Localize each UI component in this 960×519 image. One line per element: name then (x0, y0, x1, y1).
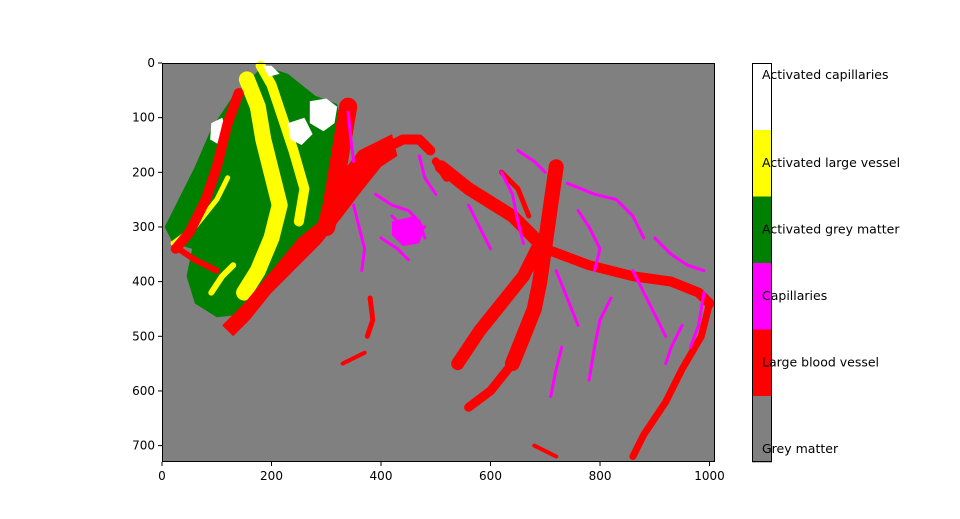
capillary (688, 291, 706, 349)
large-vessel (504, 159, 564, 372)
capillary (631, 269, 668, 338)
colorbar-swatch (752, 196, 772, 263)
y-tick-label: 600 (132, 384, 155, 398)
large-vessel (222, 134, 398, 337)
y-tick-label: 400 (132, 275, 155, 289)
large-vessel (629, 300, 713, 460)
large-vessel (364, 295, 376, 339)
plot-frame (162, 63, 715, 462)
capillary (576, 209, 602, 273)
x-tick-label: 200 (260, 469, 283, 483)
capillary (467, 203, 492, 251)
y-axis: 0 100 200 300 400 500 600 700 (132, 56, 162, 453)
large-vessel (464, 359, 517, 412)
x-tick-label: 600 (479, 469, 502, 483)
capillary (352, 203, 367, 273)
tissue-regions (164, 60, 715, 460)
colorbar-swatch (752, 329, 772, 396)
capillary (664, 323, 684, 366)
large-vessel (434, 160, 547, 371)
y-tick-label: 500 (132, 329, 155, 343)
activated-vessel-band (236, 71, 288, 301)
large-vessel (540, 243, 715, 309)
capillary-cluster (392, 216, 425, 247)
colorbar-label: Grey matter (762, 441, 839, 456)
colorbar-swatch (752, 395, 772, 463)
activated-vessel-band (208, 262, 237, 296)
colorbar-legend: Grey matter Large blood vessel Capillaries… (752, 63, 900, 463)
colorbar-swatch (752, 262, 772, 330)
large-vessel (499, 169, 532, 219)
capillary (346, 110, 356, 163)
x-tick-label: 800 (589, 469, 612, 483)
x-axis: 0 200 400 600 800 1000 (158, 462, 725, 483)
colorbar-label: Large blood vessel (762, 354, 879, 369)
capillary (554, 269, 580, 327)
capillary (417, 154, 438, 196)
colorbar-swatch (752, 63, 772, 130)
colorbar-frame (752, 63, 772, 462)
capillary (516, 149, 547, 174)
colorbar-swatch (752, 129, 772, 197)
colorbar-label: Activated grey matter (762, 221, 900, 236)
activated-capillaries (309, 98, 338, 132)
y-tick-label: 300 (132, 220, 155, 234)
capillary (500, 170, 525, 245)
capillary (549, 345, 564, 398)
y-tick-label: 0 (147, 56, 155, 70)
activated-capillaries (287, 117, 313, 145)
colorbar-label: Capillaries (762, 288, 827, 303)
activated-vessel-band (255, 60, 310, 227)
y-tick-label: 700 (132, 439, 155, 453)
x-tick-label: 0 (158, 469, 166, 483)
x-tick-label: 400 (370, 469, 393, 483)
colorbar-label: Activated capillaries (762, 67, 889, 82)
large-vessel (175, 245, 220, 274)
capillary (653, 236, 706, 273)
large-vessel (387, 134, 436, 156)
y-tick-label: 200 (132, 165, 155, 179)
large-vessel (431, 157, 451, 182)
capillary (565, 181, 646, 240)
large-vessel (170, 88, 244, 254)
y-tick-label: 100 (132, 111, 155, 125)
large-vessel (317, 97, 358, 236)
capillary (587, 296, 613, 382)
colorbar-label: Activated large vessel (762, 155, 900, 170)
capillary (379, 236, 410, 262)
x-tick-label: 1000 (694, 469, 725, 483)
large-vessel (532, 443, 559, 459)
large-vessel (340, 350, 367, 366)
segmentation-map (162, 60, 715, 462)
activated-capillaries (263, 65, 280, 77)
